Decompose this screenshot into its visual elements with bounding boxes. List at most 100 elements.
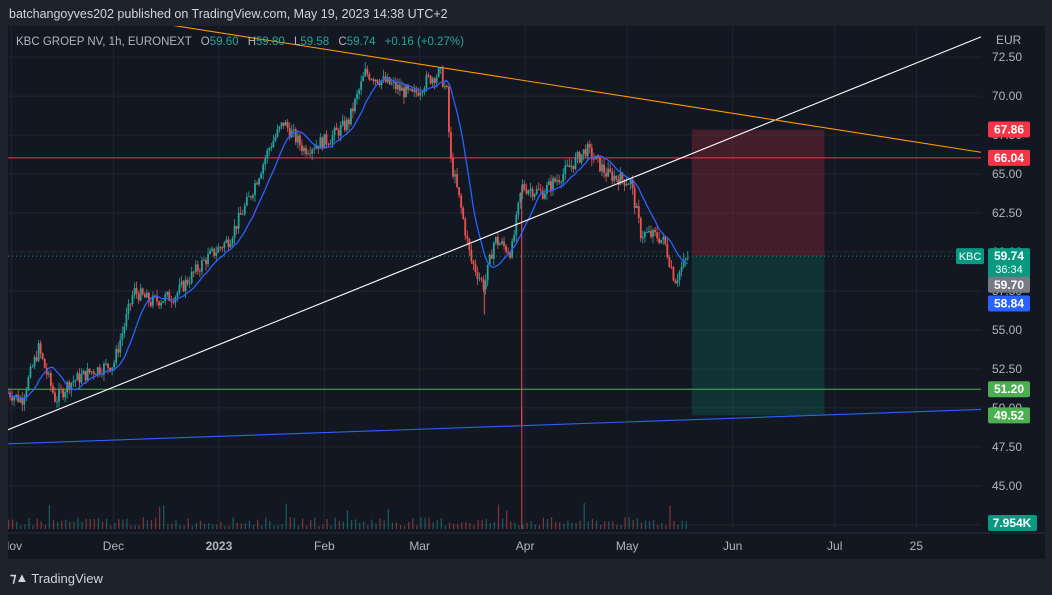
candle (554, 178, 556, 182)
candle (552, 178, 554, 191)
candle (572, 165, 575, 169)
volume-bar (591, 519, 593, 529)
candle (476, 272, 479, 279)
volume-bar (48, 504, 51, 529)
candle (566, 165, 569, 167)
candle (315, 145, 318, 149)
candle (86, 368, 89, 381)
volume-bar (355, 519, 357, 529)
candle (462, 207, 465, 219)
candle (260, 173, 263, 179)
volume-bar (375, 523, 377, 529)
brand-name[interactable]: TradingView (31, 570, 103, 586)
candle (252, 195, 254, 198)
y-tick-label: 52.50 (992, 362, 1022, 376)
candle (584, 149, 587, 157)
candle (452, 157, 454, 177)
x-tick-label: Apr (516, 539, 535, 553)
candle (25, 390, 28, 398)
volume-bar (85, 518, 87, 529)
candle (409, 88, 412, 90)
take-profit-zone[interactable] (691, 256, 825, 416)
candle (623, 179, 626, 186)
volume-bar (220, 522, 222, 529)
candle (619, 172, 622, 185)
candle (386, 77, 389, 83)
moving-average-line (8, 77, 689, 399)
candle (90, 371, 93, 373)
candle (62, 389, 65, 398)
volume-bar (604, 521, 606, 529)
candle (152, 295, 154, 306)
candle (445, 85, 448, 88)
volume-bar (261, 525, 263, 529)
volume-bar (648, 521, 651, 529)
candle (682, 259, 685, 267)
volume-bar (114, 522, 116, 529)
chart-area[interactable]: 72.5070.0067.5065.0062.5060.0057.5055.00… (8, 26, 1045, 559)
candle (537, 188, 540, 190)
volume-bar (681, 520, 683, 529)
volume-bar (187, 518, 189, 529)
volume-bar (440, 518, 442, 529)
candle (127, 303, 130, 314)
price-chart[interactable]: 72.5070.0067.5065.0062.5060.0057.5055.00… (8, 26, 1045, 559)
price-label (988, 149, 1030, 166)
candle (521, 184, 524, 193)
candle (443, 85, 446, 87)
candle (241, 214, 244, 215)
candle (517, 202, 520, 215)
volume-bar (179, 525, 181, 529)
candle (245, 196, 248, 206)
open-label: O (200, 36, 210, 48)
candle (184, 279, 187, 292)
candle (635, 205, 638, 209)
candle (192, 271, 195, 273)
volume-bar (485, 518, 487, 529)
volume-bar (122, 519, 124, 529)
candle (337, 130, 340, 136)
change-value: +0.16 (+0.27%) (384, 36, 464, 48)
low-label: L (293, 36, 301, 48)
candle (627, 184, 630, 185)
trendline[interactable] (8, 26, 982, 153)
candle (639, 218, 642, 239)
candle (599, 157, 601, 172)
y-tick-label: 62.50 (992, 206, 1022, 220)
x-tick-label: Jun (723, 539, 742, 553)
candle (556, 180, 558, 182)
volume-bar (338, 520, 340, 529)
volume-bar (232, 517, 234, 529)
candle (299, 135, 301, 146)
volume-bar (154, 517, 157, 529)
candle (484, 280, 487, 290)
candle (278, 126, 281, 130)
volume-bar (628, 517, 630, 529)
candle (388, 77, 391, 85)
volume-bar (285, 503, 287, 529)
price-label-text: 51.20 (994, 382, 1024, 396)
volume-bar (110, 525, 112, 529)
volume-bar (632, 519, 634, 529)
candle (597, 155, 599, 158)
candle (441, 68, 444, 87)
candle (431, 78, 434, 84)
volume-bar (40, 521, 42, 529)
stop-loss-zone[interactable] (691, 129, 825, 257)
candle (501, 241, 503, 244)
trendline[interactable] (8, 408, 982, 445)
trendline[interactable] (8, 36, 982, 431)
candle (29, 366, 32, 378)
candle (578, 152, 581, 163)
candle (23, 397, 26, 405)
candle (525, 189, 528, 194)
candle (535, 188, 538, 195)
x-tick-label: 2023 (206, 539, 233, 553)
candle (492, 243, 495, 259)
candle (576, 152, 579, 157)
candle (162, 301, 165, 303)
candle (439, 68, 442, 69)
volume-bar (555, 521, 557, 529)
candle (311, 149, 314, 154)
volume-bar (546, 518, 549, 529)
